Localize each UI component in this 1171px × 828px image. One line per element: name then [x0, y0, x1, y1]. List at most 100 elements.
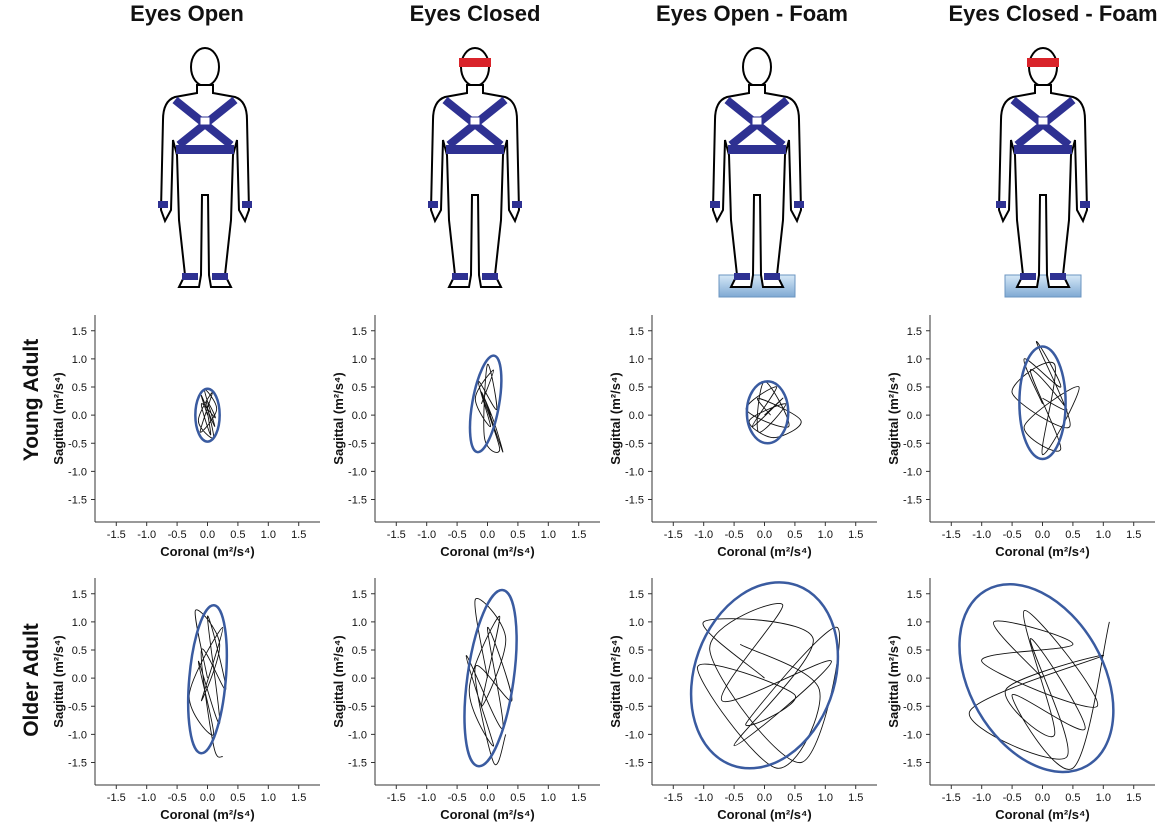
- x-tick-label: 1.5: [291, 529, 306, 541]
- y-tick-label: -1.0: [348, 466, 367, 478]
- y-tick-label: -1.5: [348, 495, 367, 507]
- y-tick-label: 1.0: [352, 354, 367, 366]
- x-tick-label: -1.5: [942, 529, 961, 541]
- sway-trace: [198, 389, 216, 438]
- x-tick-label: -0.5: [725, 529, 744, 541]
- confidence-ellipse: [666, 562, 863, 790]
- x-tick-label: -1.5: [664, 529, 683, 541]
- confidence-ellipse: [464, 353, 507, 454]
- y-tick-label: -1.5: [68, 758, 87, 770]
- x-tick-label: 1.5: [571, 529, 586, 541]
- y-tick-label: 0.5: [72, 382, 87, 394]
- x-axis-label: Coronal (m²/s⁴): [440, 807, 535, 822]
- x-tick-label: -1.0: [417, 792, 436, 804]
- x-tick-label: -1.0: [694, 792, 713, 804]
- y-tick-label: -0.5: [903, 438, 922, 450]
- sway-trace: [697, 603, 839, 768]
- y-tick-label: 0.0: [907, 410, 922, 422]
- y-tick-label: -1.0: [625, 466, 644, 478]
- y-axis-label: Sagittal (m²/s⁴): [608, 372, 623, 464]
- figure: Eyes Open Eyes Closed Eyes Open - Foam E…: [0, 0, 1171, 823]
- x-tick-label: 0.5: [787, 529, 802, 541]
- x-tick-label: -0.5: [168, 529, 187, 541]
- x-axis-label: Coronal (m²/s⁴): [160, 807, 255, 822]
- x-tick-label: 1.0: [541, 792, 556, 804]
- x-axis-label: Coronal (m²/s⁴): [717, 544, 812, 559]
- x-tick-label: -1.0: [137, 529, 156, 541]
- y-axis-label: Sagittal (m²/s⁴): [51, 372, 66, 464]
- y-axis-label: Sagittal (m²/s⁴): [886, 372, 901, 464]
- x-tick-label: 1.0: [1096, 529, 1111, 541]
- x-tick-label: 1.5: [571, 792, 586, 804]
- x-tick-label: -1.0: [137, 792, 156, 804]
- y-tick-label: 0.0: [629, 410, 644, 422]
- x-tick-label: -1.5: [387, 792, 406, 804]
- y-tick-label: -0.5: [903, 701, 922, 713]
- x-tick-label: 0.0: [480, 529, 495, 541]
- x-tick-label: -1.5: [107, 529, 126, 541]
- y-tick-label: 0.5: [352, 645, 367, 657]
- y-tick-label: 0.5: [629, 382, 644, 394]
- x-tick-label: 0.0: [757, 529, 772, 541]
- row-label: Older Adult: [20, 623, 43, 737]
- y-tick-label: -0.5: [348, 701, 367, 713]
- x-axis-label: Coronal (m²/s⁴): [160, 544, 255, 559]
- y-tick-label: 0.0: [352, 410, 367, 422]
- x-tick-label: -0.5: [1003, 529, 1022, 541]
- y-tick-label: 1.5: [629, 326, 644, 338]
- person-figure: [158, 48, 252, 287]
- x-tick-label: -1.5: [664, 792, 683, 804]
- x-tick-label: 0.5: [1065, 792, 1080, 804]
- y-tick-label: 1.5: [72, 326, 87, 338]
- y-tick-label: 0.5: [907, 645, 922, 657]
- x-tick-label: 0.0: [757, 792, 772, 804]
- x-tick-label: 0.5: [510, 792, 525, 804]
- x-tick-label: -0.5: [725, 792, 744, 804]
- figures: [158, 48, 1090, 297]
- y-tick-label: -1.0: [68, 466, 87, 478]
- y-tick-label: 1.0: [907, 617, 922, 629]
- y-tick-label: -1.0: [348, 729, 367, 741]
- y-tick-label: -1.5: [625, 758, 644, 770]
- y-tick-label: -1.5: [625, 495, 644, 507]
- x-tick-label: 1.0: [261, 529, 276, 541]
- y-tick-label: -0.5: [625, 701, 644, 713]
- y-tick-label: 1.0: [72, 354, 87, 366]
- x-tick-label: 0.5: [1065, 529, 1080, 541]
- y-tick-label: 0.0: [72, 410, 87, 422]
- y-tick-label: 0.5: [907, 382, 922, 394]
- y-tick-label: 0.0: [72, 673, 87, 685]
- y-tick-label: -0.5: [625, 438, 644, 450]
- x-tick-label: 0.0: [200, 792, 215, 804]
- y-axis-label: Sagittal (m²/s⁴): [331, 372, 346, 464]
- x-tick-label: 0.0: [480, 792, 495, 804]
- y-tick-label: -1.0: [903, 466, 922, 478]
- y-tick-label: 0.0: [629, 673, 644, 685]
- sway-trace: [1012, 341, 1079, 454]
- y-tick-label: 1.0: [629, 354, 644, 366]
- y-tick-label: -1.0: [903, 729, 922, 741]
- y-tick-label: 1.0: [629, 617, 644, 629]
- x-tick-label: 0.5: [230, 792, 245, 804]
- sway-trace: [189, 610, 226, 757]
- column-title: Eyes Closed - Foam: [948, 1, 1157, 26]
- y-tick-label: 0.5: [72, 645, 87, 657]
- x-tick-label: 0.5: [230, 529, 245, 541]
- sway-trace: [466, 598, 512, 764]
- x-tick-label: -1.5: [387, 529, 406, 541]
- y-tick-label: -1.0: [68, 729, 87, 741]
- y-tick-label: -0.5: [68, 701, 87, 713]
- x-tick-label: 1.0: [818, 792, 833, 804]
- y-axis-label: Sagittal (m²/s⁴): [608, 635, 623, 727]
- x-tick-label: 0.0: [200, 529, 215, 541]
- x-axis-label: Coronal (m²/s⁴): [717, 807, 812, 822]
- y-tick-label: -0.5: [68, 438, 87, 450]
- y-tick-label: 1.5: [907, 326, 922, 338]
- person-figure: [710, 48, 804, 297]
- x-tick-label: -1.0: [972, 792, 991, 804]
- x-tick-label: -0.5: [448, 529, 467, 541]
- column-title: Eyes Open: [130, 1, 244, 26]
- x-axis-label: Coronal (m²/s⁴): [995, 544, 1090, 559]
- y-tick-label: 1.0: [72, 617, 87, 629]
- y-tick-label: 1.0: [907, 354, 922, 366]
